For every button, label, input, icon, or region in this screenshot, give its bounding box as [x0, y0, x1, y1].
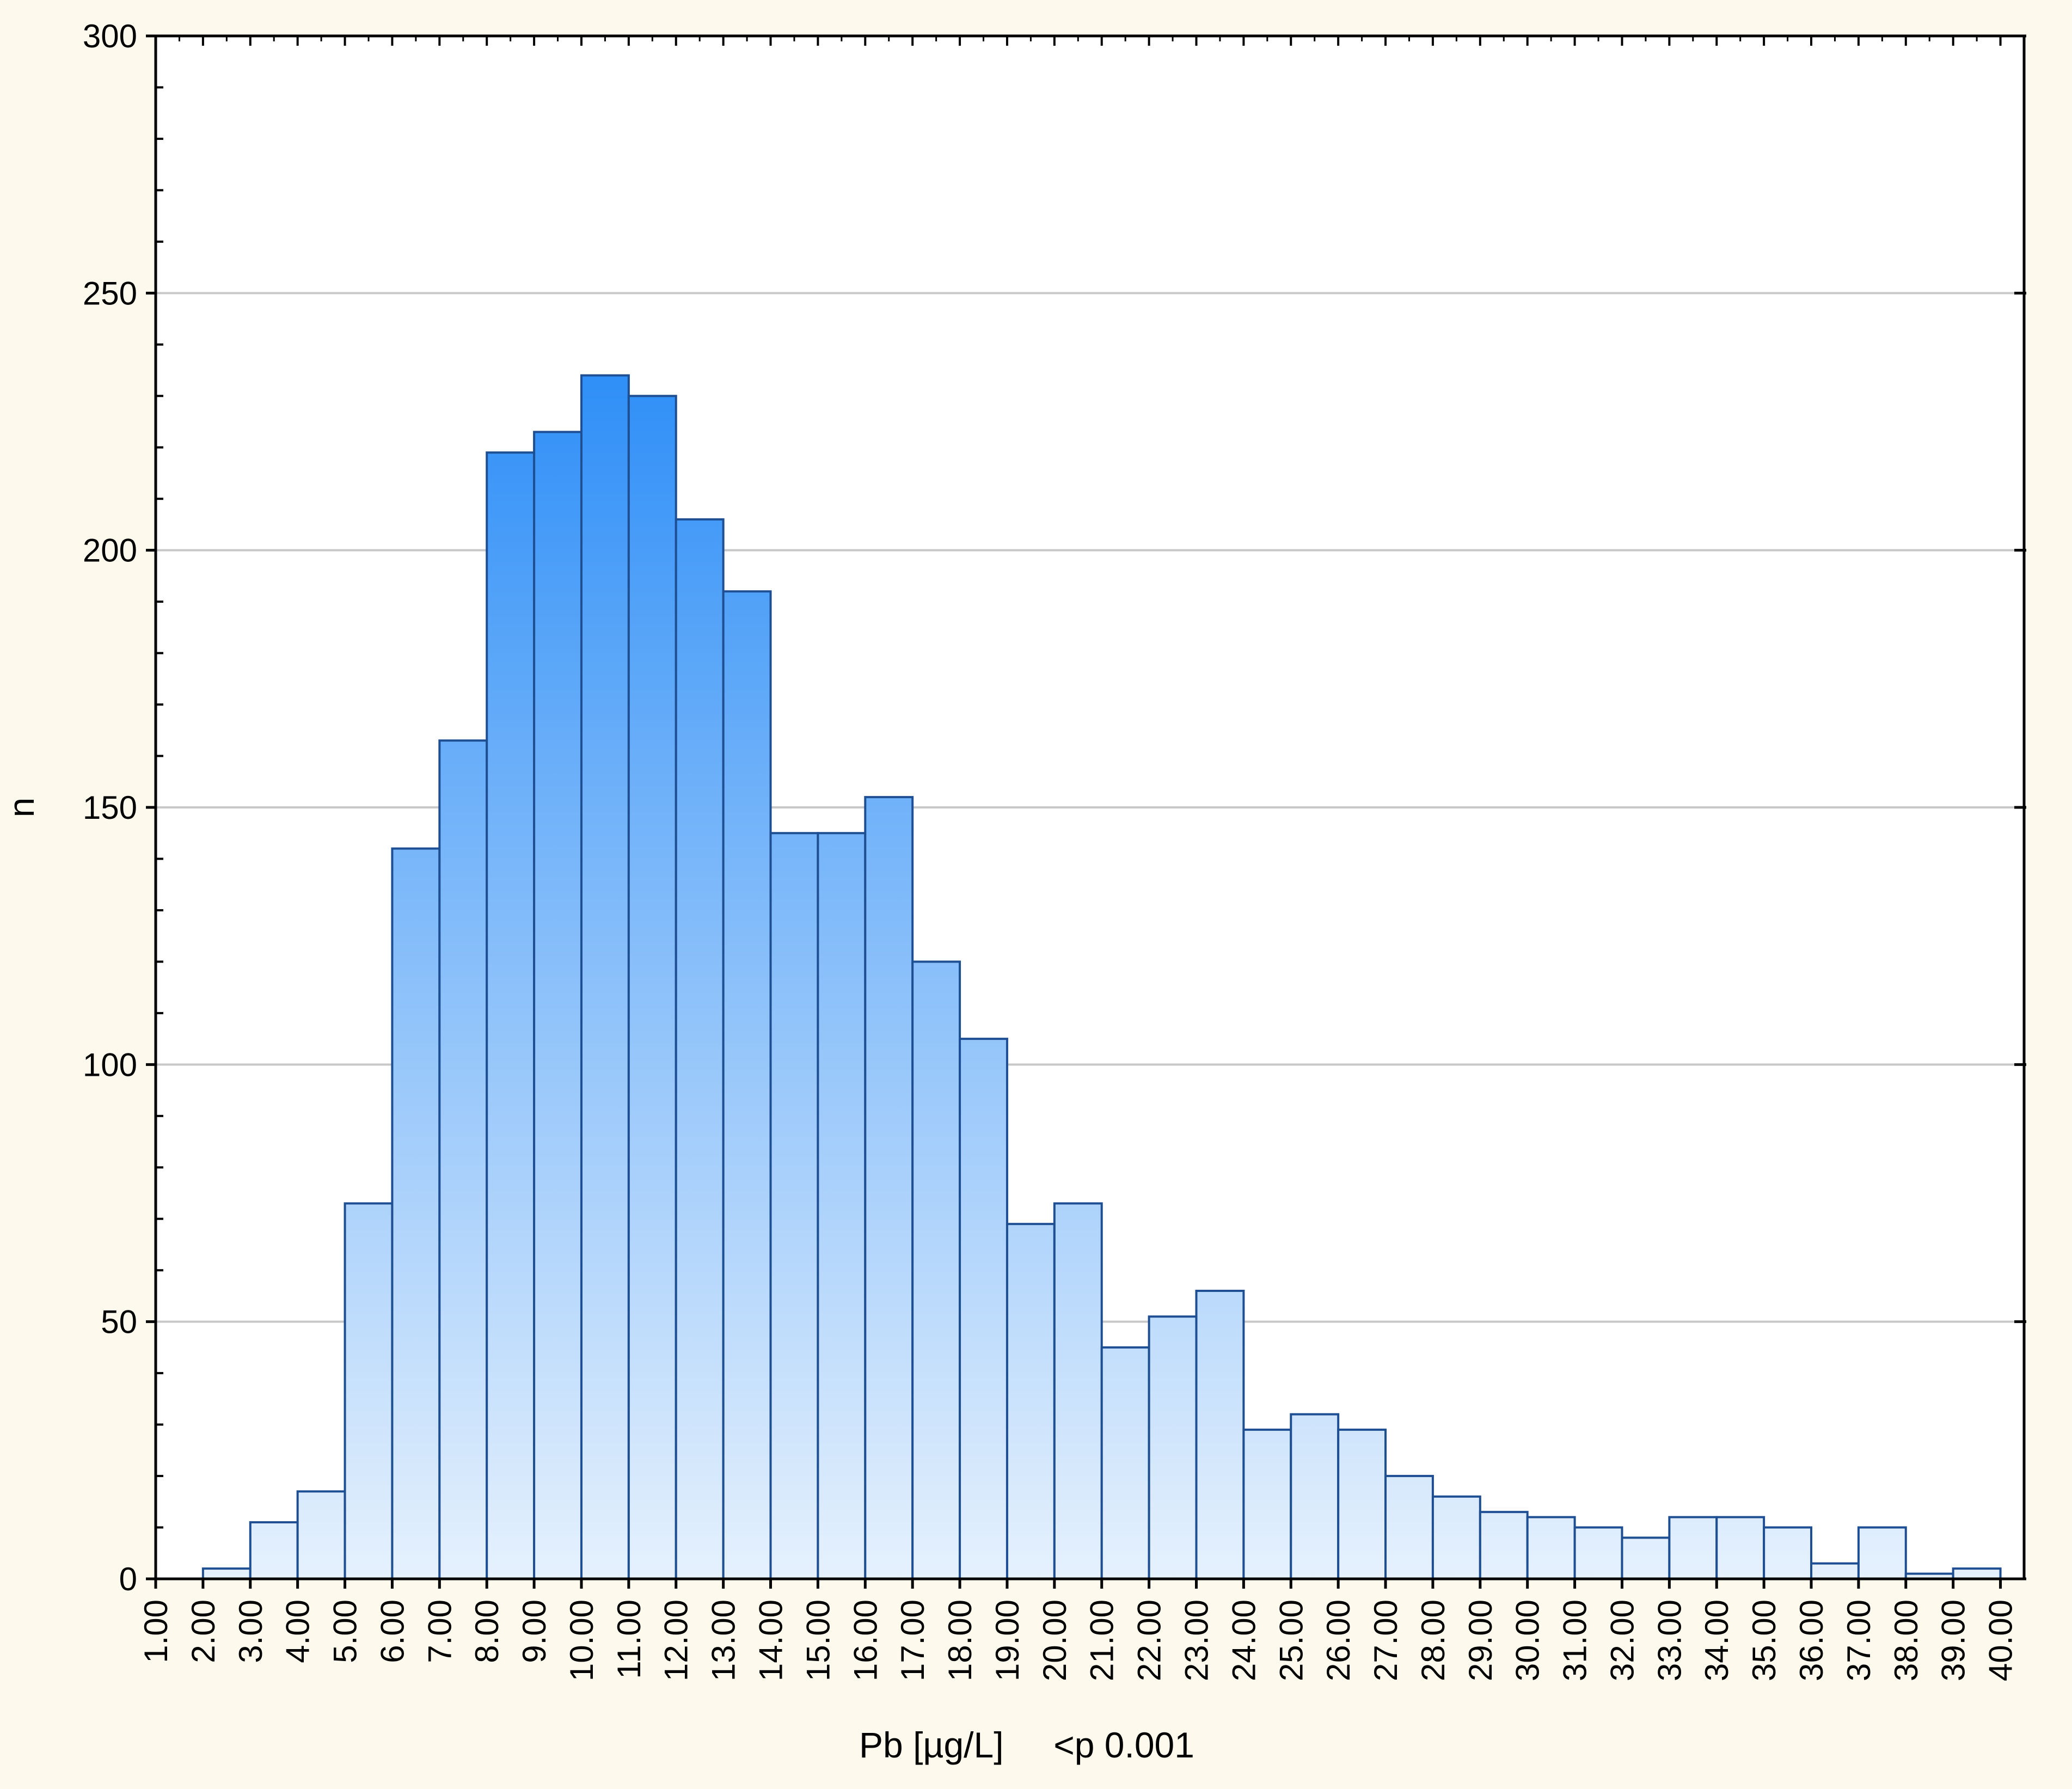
histogram-bar: [722, 590, 772, 1580]
x-tick-label: 10.00: [563, 1600, 600, 1681]
histogram-bar: [817, 832, 867, 1580]
histogram-bar: [249, 1521, 299, 1580]
histogram-bar: [533, 431, 583, 1580]
x-tick-label: 16.00: [847, 1600, 884, 1681]
x-tick-label: 14.00: [753, 1600, 789, 1681]
y-tick-label: 0: [119, 1561, 137, 1597]
x-tick-label: 6.00: [374, 1600, 410, 1663]
x-tick-label: 9.00: [516, 1600, 553, 1663]
axes: [146, 34, 2026, 1589]
histogram-bar: [1100, 1346, 1150, 1580]
y-tick-label: 200: [83, 532, 137, 569]
histogram-bar: [1290, 1413, 1340, 1580]
histogram-bar: [911, 960, 961, 1580]
histogram-bar: [486, 451, 536, 1580]
x-tick-label: 25.00: [1273, 1600, 1309, 1681]
histogram-bar: [1810, 1562, 1860, 1580]
histogram-bar: [1195, 1289, 1245, 1580]
histogram-bar: [1952, 1567, 2002, 1580]
x-tick-label: 35.00: [1746, 1600, 1782, 1681]
x-tick-label: 31.00: [1557, 1600, 1593, 1681]
histogram-bar: [1242, 1429, 1292, 1580]
histogram-bar: [1337, 1429, 1387, 1580]
x-tick-label: 26.00: [1320, 1600, 1357, 1681]
histogram-bar: [1053, 1202, 1103, 1580]
y-tick-label: 150: [83, 789, 137, 826]
x-tick-label: 4.00: [280, 1600, 316, 1663]
y-tick-label: 100: [83, 1046, 137, 1083]
x-tick-label: 18.00: [942, 1600, 978, 1681]
x-tick-label: 28.00: [1415, 1600, 1451, 1681]
x-tick-label: 1.00: [138, 1600, 174, 1663]
histogram-bar: [1573, 1526, 1623, 1580]
y-tick-labels: 0 50 100 150 200 250 300: [83, 18, 137, 1597]
histogram-bar: [344, 1202, 394, 1580]
x-tick-label: 2.00: [185, 1600, 222, 1663]
x-tick-label: 8.00: [469, 1600, 505, 1663]
y-axis-title: n: [1, 798, 41, 818]
x-tick-labels: 1.00 2.00 3.00 4.00 5.00 6.00 7.00 8.00 9.00 10.0…: [138, 1600, 2019, 1681]
histogram-bar: [1006, 1223, 1056, 1580]
x-tick-label: 15.00: [800, 1600, 836, 1681]
histogram-bar: [1857, 1526, 1907, 1580]
x-tick-label: 30.00: [1510, 1600, 1546, 1681]
histogram-bar: [1715, 1516, 1766, 1580]
y-tick-label: 300: [83, 18, 137, 54]
histogram-bar: [1431, 1495, 1481, 1580]
x-tick-label: 33.00: [1651, 1600, 1688, 1681]
histogram-bar: [1763, 1526, 1813, 1580]
x-tick-label: 20.00: [1037, 1600, 1073, 1681]
x-tick-label: 24.00: [1225, 1600, 1262, 1681]
histogram-bar: [959, 1038, 1008, 1580]
x-tick-label: 17.00: [894, 1600, 931, 1681]
x-tick-label: 37.00: [1841, 1600, 1877, 1681]
x-tick-label: 27.00: [1368, 1600, 1404, 1681]
x-tick-label: 13.00: [706, 1600, 742, 1681]
histogram-bar: [1148, 1315, 1198, 1580]
x-tick-label: 39.00: [1935, 1600, 1972, 1681]
histogram-bar: [627, 395, 677, 1580]
y-tick-label: 50: [101, 1304, 137, 1340]
histogram-bar: [201, 1567, 252, 1580]
histogram-bar: [675, 518, 725, 1580]
histogram-bar: [1526, 1516, 1576, 1580]
x-axis-title: Pb [µg/L] <p 0.001: [859, 1725, 1194, 1765]
y-tick-label: 250: [83, 275, 137, 311]
x-tick-label: 12.00: [658, 1600, 695, 1681]
x-tick-label: 34.00: [1699, 1600, 1735, 1681]
histogram-bar: [296, 1490, 346, 1580]
x-tick-label: 3.00: [232, 1600, 269, 1663]
bars: [201, 374, 2002, 1580]
x-tick-label: 29.00: [1462, 1600, 1499, 1681]
x-tick-label: 5.00: [327, 1600, 364, 1663]
x-tick-label: 22.00: [1131, 1600, 1168, 1681]
histogram-bar: [1384, 1475, 1434, 1580]
x-tick-label: 11.00: [611, 1600, 647, 1679]
x-tick-label: 19.00: [989, 1600, 1026, 1681]
x-tick-label: 36.00: [1793, 1600, 1830, 1681]
histogram-bar: [1479, 1511, 1529, 1580]
histogram-bar: [580, 374, 630, 1580]
histogram-bar: [438, 739, 488, 1580]
histogram-bar: [864, 796, 914, 1580]
histogram-bar: [769, 832, 819, 1580]
x-tick-label: 38.00: [1888, 1600, 1924, 1681]
x-tick-label: 21.00: [1084, 1600, 1120, 1681]
histogram-bar: [391, 847, 441, 1580]
histogram-bar: [1621, 1536, 1671, 1580]
x-tick-label: 23.00: [1178, 1600, 1215, 1681]
x-tick-label: 32.00: [1604, 1600, 1640, 1681]
histogram-bar: [1668, 1516, 1718, 1580]
x-tick-label: 40.00: [1983, 1600, 2019, 1681]
x-tick-label: 7.00: [421, 1600, 458, 1663]
